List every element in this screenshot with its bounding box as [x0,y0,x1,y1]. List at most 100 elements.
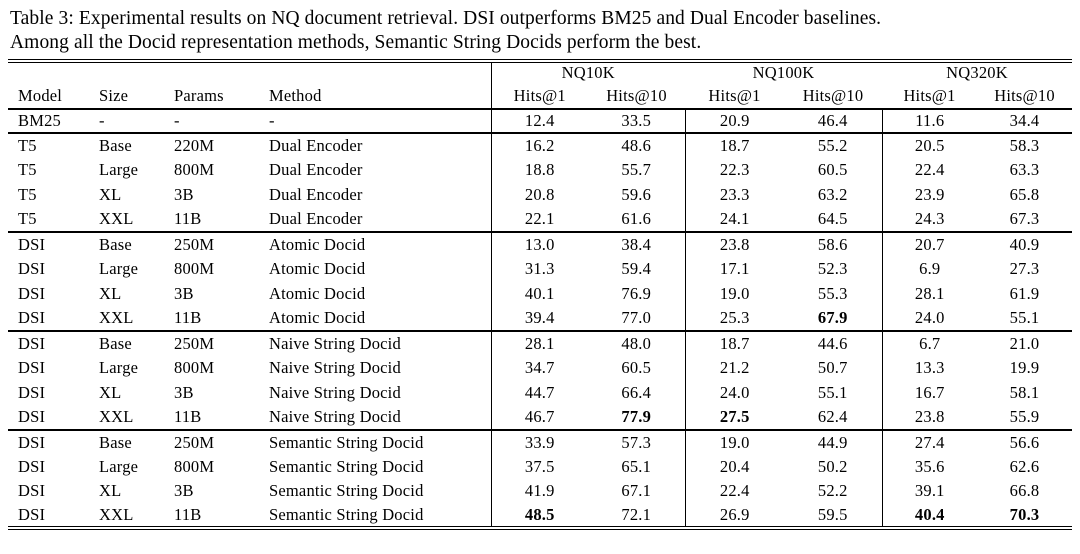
cell-method: Dual Encoder [265,207,491,234]
cell-nq10k-hits1: 28.1 [490,330,588,356]
cell-nq100k-hits1: 23.3 [684,182,784,208]
cell-method: Dual Encoder [269,160,363,180]
cell-nq320k-hits1: 28.1 [881,281,978,307]
cell-nq320k-hits10: 55.1 [977,306,1073,332]
group-header-spacer [8,58,491,84]
cell-nq320k-hits10: 27.3 [1009,259,1040,279]
table-body: BM25 - - - 12.4 33.5 20.9 46.4 11.6 34.4… [8,108,1073,531]
cell-nq10k-hits1: 20.8 [490,182,588,208]
cell-params: 3B [174,481,194,501]
cell-params: 11B [170,207,265,234]
cell-nq100k-hits1: 21.2 [684,355,784,381]
cell-nq320k-hits10: 21.0 [1009,333,1040,353]
cell-size: XXL [95,306,170,332]
cell-model: T5 [18,160,37,180]
cell-nq100k-hits10: 59.5 [784,503,883,531]
cell-model: DSI [18,432,46,452]
cell-nq100k-hits1: 20.9 [684,108,784,135]
cell-nq10k-hits1: 33.9 [490,429,588,455]
cell-size: Base [99,235,132,255]
group-header-nq10k: NQ10K [490,58,685,84]
cell-nq10k-hits10: 76.9 [621,283,652,303]
cell-model: T5 [18,136,37,156]
cell-method: Semantic String Docid [265,503,491,531]
cell-nq100k-hits1: 19.0 [684,281,784,307]
column-header-row: Model Size Params Method Hits@1 Hits@10 … [8,83,1073,110]
cell-model: DSI [18,456,46,476]
cell-model: DSI [8,503,95,531]
cell-model: BM25 [8,108,95,135]
cell-nq320k-hits1: 20.5 [881,133,978,159]
cell-nq100k-hits10: 55.1 [817,382,848,402]
cell-nq100k-hits10: 55.2 [817,136,848,156]
cell-params: 11B [170,503,265,531]
cell-nq320k-hits10: 65.8 [1009,185,1040,205]
cell-params: 220M [174,136,215,156]
cell-nq10k-hits1: 48.5 [490,503,588,531]
cell-nq100k-hits10: 63.2 [817,185,848,205]
cell-nq10k-hits1: 37.5 [490,454,588,480]
caption-line-1: Table 3: Experimental results on NQ docu… [10,8,882,29]
cell-params: 800M [174,259,215,279]
cell-method: Semantic String Docid [269,432,424,452]
cell-nq320k-hits1: 23.8 [881,405,978,431]
cell-size: Large [99,259,139,279]
cell-nq10k-hits10: 66.4 [621,382,652,402]
cell-nq10k-hits10: 72.1 [588,503,685,531]
cell-nq320k-hits1: 35.6 [881,454,978,480]
cell-size: XL [99,481,122,501]
group-header-row: NQ10K NQ100K NQ320K [8,58,1073,84]
cell-model: T5 [18,185,37,205]
cell-size: - [95,108,170,135]
cell-nq10k-hits1: 12.4 [490,108,588,135]
cell-nq320k-hits10: 40.9 [1009,235,1040,255]
column-header-nq100k-hits1: Hits@1 [685,83,784,110]
cell-nq10k-hits1: 13.0 [490,232,588,257]
cell-size: Base [99,136,132,156]
cell-nq10k-hits1: 46.7 [490,405,588,431]
cell-nq320k-hits10: 58.1 [1009,382,1040,402]
cell-model: T5 [8,207,95,234]
cell-nq10k-hits10: 65.1 [621,456,652,476]
cell-method: Semantic String Docid [269,456,424,476]
cell-nq320k-hits10: 56.6 [1009,432,1040,452]
cell-nq100k-hits1: 25.3 [684,306,784,332]
cell-nq10k-hits10: 67.1 [621,481,652,501]
cell-nq10k-hits1: 41.9 [490,479,588,504]
table-row: DSI XXL 11B Naive String Docid 46.7 77.9… [8,405,1073,431]
cell-nq320k-hits1: 24.3 [881,207,978,234]
cell-method: Naive String Docid [269,357,401,377]
cell-size: XL [99,382,122,402]
cell-nq10k-hits10: 55.7 [621,160,652,180]
cell-size: Base [99,333,132,353]
table-row: DSI Base 250M Naive String Docid 28.1 48… [8,330,1072,356]
cell-nq100k-hits1: 22.4 [684,479,784,504]
cell-nq320k-hits10: 19.9 [1009,357,1040,377]
cell-nq100k-hits10: 67.9 [784,306,883,332]
cell-nq100k-hits1: 22.3 [684,158,784,183]
cell-size: Base [99,432,132,452]
cell-nq10k-hits1: 39.4 [490,306,588,332]
cell-nq100k-hits1: 24.1 [684,207,784,234]
cell-params: 250M [174,235,215,255]
cell-params: - [170,108,265,135]
cell-nq320k-hits10: 63.3 [1009,160,1040,180]
column-header-method: Method [265,83,491,110]
group-header-nq100k: NQ100K [685,58,883,84]
cell-nq100k-hits10: 52.2 [817,481,848,501]
cell-nq10k-hits1: 22.1 [490,207,588,234]
cell-nq100k-hits1: 17.1 [684,256,784,282]
cell-model: DSI [8,306,95,332]
cell-nq100k-hits10: 50.7 [817,357,848,377]
cell-size: Large [99,357,139,377]
cell-nq320k-hits1: 20.7 [881,232,978,257]
column-header-nq10k-hits1: Hits@1 [490,83,588,110]
cell-nq100k-hits10: 50.2 [817,456,848,476]
column-header-nq320k-hits1: Hits@1 [882,83,978,110]
cell-nq100k-hits1: 19.0 [684,429,784,455]
cell-size: Large [99,456,139,476]
cell-nq100k-hits10: 44.6 [817,333,848,353]
cell-nq320k-hits1: 22.4 [881,158,978,183]
column-header-size: Size [95,83,170,110]
cell-nq10k-hits10: 33.5 [588,108,685,135]
